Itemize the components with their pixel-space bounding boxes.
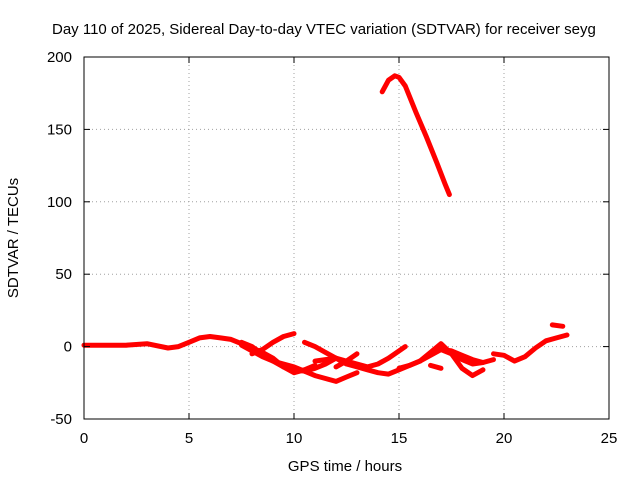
x-tick-label: 10 [286,430,303,447]
y-tick-label: 200 [47,49,72,66]
series-line-arc-17-18 [428,362,444,371]
series-line-arc-11-15 [312,344,408,370]
axis-ticks: 0 5 10 15 20 25 -50 0 50 100 150 200 [47,49,617,447]
series-line-arc-22-23 [549,322,566,329]
y-tick-label: -50 [50,411,72,428]
series-line-arc-9-13 [239,342,360,384]
x-axis-label: GPS time / hours [288,458,402,475]
x-tick-label: 20 [496,430,513,447]
plot-frame [83,56,610,420]
x-tick-label: 25 [601,430,618,447]
y-tick-label: 0 [64,339,72,356]
x-tick-label: 5 [185,430,193,447]
series-line-arc-16-20 [417,341,486,379]
series-group [81,73,570,384]
series-line-arc-17-19 [438,347,486,365]
y-tick-label: 50 [55,266,72,283]
y-tick-label: 150 [47,121,72,138]
x-tick-label: 0 [80,430,88,447]
series-line-arc-20-23 [491,332,570,364]
y-axis-label: SDTVAR / TECUs [5,178,22,298]
grid [84,57,609,419]
series-line-arc-12-13 [333,351,360,370]
series-line-arc-8-10 [249,331,297,357]
series-line-high-arc [379,73,452,198]
chart-title: Day 110 of 2025, Sidereal Day-to-day VTE… [52,21,596,38]
x-tick-label: 15 [391,430,408,447]
y-tick-label: 100 [47,194,72,211]
